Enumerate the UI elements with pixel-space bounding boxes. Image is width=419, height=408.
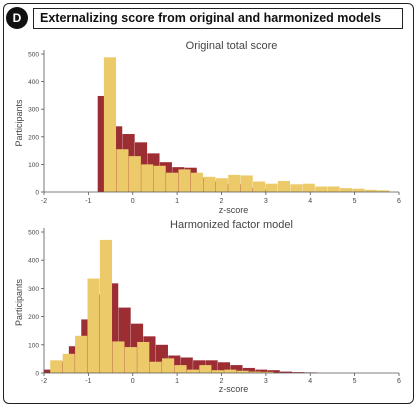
chart1-series2-bar: [240, 175, 253, 192]
chart2-x-tick-label: 5: [353, 378, 357, 385]
chart2-x-tick-label: -2: [41, 378, 47, 385]
chart1-x-axis-label: z-score: [219, 205, 249, 215]
chart2-x-tick-label: 3: [264, 378, 268, 385]
chart2-series2-bar: [224, 369, 237, 373]
chart2-y-tick-label: 300: [28, 286, 39, 293]
chart2-x-tick-label: 2: [220, 378, 224, 385]
chart2-series1-bar: [44, 369, 57, 373]
chart1-series1-bar: [246, 187, 259, 192]
chart1-series2-bar: [190, 172, 204, 192]
chart1-x-tick-label: 5: [353, 198, 357, 205]
chart1-x-tick-label: 3: [264, 198, 268, 205]
chart1-series2-bar: [277, 180, 290, 192]
chart2-series1-bar: [242, 367, 255, 373]
chart2-y-tick-label: 0: [35, 371, 39, 378]
chart2-x-tick-label: -1: [85, 378, 91, 385]
panel-title: Externalizing score from original and ha…: [33, 8, 403, 29]
chart2-series1-bar: [292, 372, 305, 373]
chart1-series2-bar: [128, 156, 141, 192]
chart1-series2-bar: [327, 186, 340, 192]
chart2-series2-bar: [186, 369, 200, 373]
chart2-x-axis-label: z-score: [219, 384, 249, 394]
chart1-series2-bar: [339, 188, 353, 192]
chart1-y-tick-label: 200: [28, 134, 39, 141]
chart2-series2-bar: [137, 341, 150, 373]
chart1-x-tick-label: 6: [397, 198, 401, 205]
chart2-series2-bar: [124, 347, 137, 373]
chart2-series2-bar: [211, 370, 224, 373]
chart1-x-tick-label: 4: [308, 198, 312, 205]
chart1-x-tick-label: 2: [220, 198, 224, 205]
chart1-series2-bar: [215, 178, 228, 192]
chart2-x-tick-label: 1: [175, 378, 179, 385]
chart1-series1-bar: [259, 189, 272, 192]
chart1-y-tick-label: 500: [28, 52, 39, 59]
chart1-series2-bar: [364, 189, 377, 192]
chart1-series1-bar: [221, 184, 235, 192]
chart1-series2-bar: [141, 164, 154, 192]
chart1-series2-bar: [302, 183, 315, 192]
chart2-series2-bar: [174, 365, 187, 373]
chart2-y-axis-label: Participants: [14, 278, 24, 326]
chart2-series2-bar: [62, 353, 75, 373]
chart2-x-tick-label: 0: [131, 378, 135, 385]
chart2-series2-bar: [75, 335, 88, 373]
chart2-x-tick-label: 6: [397, 378, 401, 385]
chart2-series2-bar: [249, 371, 262, 373]
chart2-series2-bar: [112, 341, 125, 373]
chart2-series2-bar: [149, 361, 162, 373]
chart2-series1-bar: [217, 362, 231, 373]
chart2-series1-bar: [255, 369, 268, 373]
chart2-series2-bar: [162, 358, 175, 373]
chart2-series2-bar: [236, 370, 249, 373]
chart2-y-tick-label: 100: [28, 342, 39, 349]
chart1-series1-bar: [234, 184, 247, 192]
chart1-series2-bar: [116, 149, 129, 192]
figure-panel-frame: [3, 3, 414, 404]
chart2-y-tick-label: 200: [28, 314, 39, 321]
chart1-series2-bar: [153, 165, 166, 192]
chart2-series1-bar: [230, 365, 243, 373]
chart2-series2-bar: [50, 360, 63, 373]
chart1-series2-bar: [253, 181, 266, 192]
panel-header: D Externalizing score from original and …: [6, 7, 406, 31]
chart1-title: Original total score: [186, 40, 278, 52]
chart2-series1-bar: [267, 370, 280, 373]
chart2-series2-bar: [261, 371, 274, 373]
chart2-series2-bar: [87, 278, 100, 373]
chart1-x-tick-label: -1: [85, 198, 91, 205]
chart2-x-tick-label: 4: [308, 378, 312, 385]
chart1-y-tick-label: 400: [28, 79, 39, 86]
chart1-series2-bar: [290, 184, 303, 192]
chart1-y-axis-label: Participants: [14, 99, 24, 147]
chart1-y-tick-label: 300: [28, 107, 39, 114]
chart1-y-tick-label: 100: [28, 162, 39, 169]
chart2-series2-bar: [199, 365, 212, 373]
chart1-series2-bar: [103, 57, 117, 193]
chart1-series2-bar: [377, 190, 390, 192]
chart1-series2-bar: [265, 183, 278, 192]
chart1-x-tick-label: 1: [175, 198, 179, 205]
panel-label-badge: D: [6, 7, 28, 29]
chart1-x-tick-label: -2: [41, 198, 47, 205]
chart2-series1-bar: [280, 371, 293, 373]
chart1-series2-bar: [203, 176, 216, 192]
chart1-x-tick-label: 0: [131, 198, 135, 205]
chart2-y-tick-label: 400: [28, 258, 39, 265]
chart2-y-tick-label: 500: [28, 230, 39, 237]
chart2-series2-bar: [99, 239, 113, 373]
chart1-series2-bar: [228, 174, 241, 192]
chart1-series2-bar: [166, 172, 179, 192]
chart1-series1-bar: [209, 181, 222, 192]
chart1-series2-bar: [178, 169, 191, 192]
chart1-y-tick-label: 0: [35, 190, 39, 197]
chart1-series2-bar: [352, 188, 365, 192]
chart2-title: Harmonized factor model: [170, 219, 293, 231]
chart2-series1-bar: [56, 361, 69, 373]
chart1-series2-bar: [315, 186, 328, 192]
